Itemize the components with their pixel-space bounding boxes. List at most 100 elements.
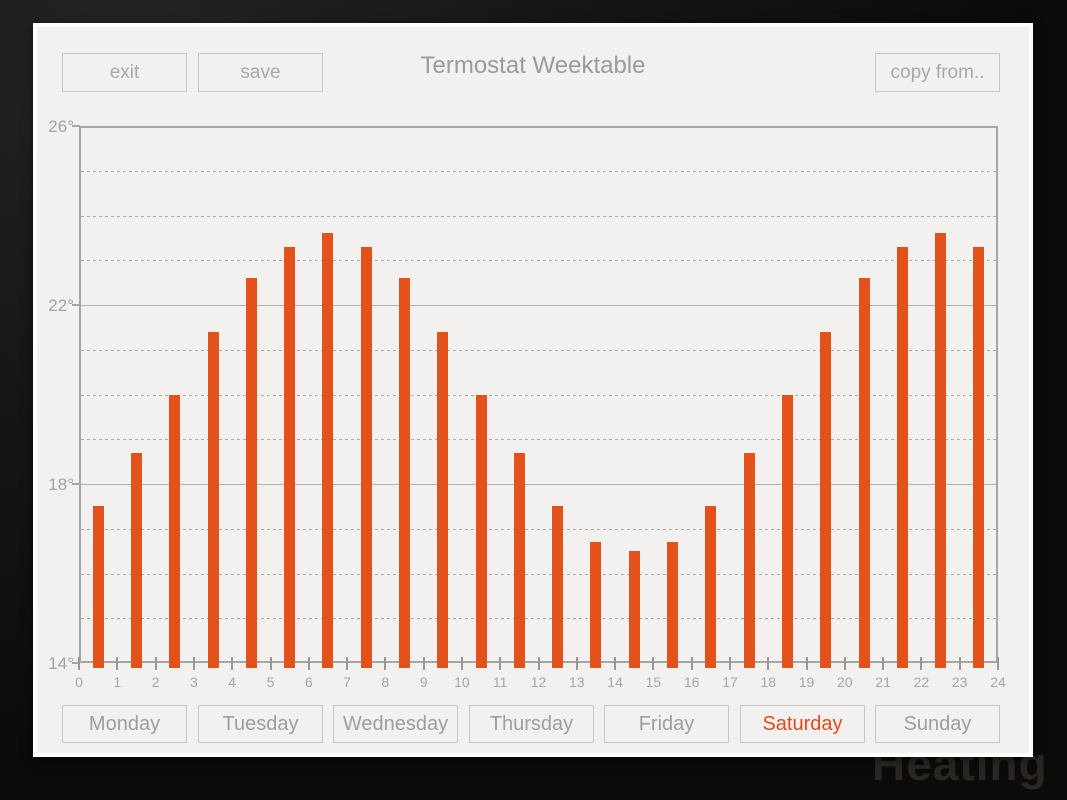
x-axis-tick-24	[997, 657, 999, 670]
x-axis-label-19: 19	[798, 674, 815, 690]
exit-button[interactable]: exit	[62, 53, 187, 92]
x-axis-label-7: 7	[343, 674, 351, 690]
temperature-bar-hour-0[interactable]	[92, 506, 104, 668]
day-tab-monday[interactable]: Monday	[62, 705, 187, 743]
day-tab-sunday[interactable]: Sunday	[875, 705, 1000, 743]
temperature-bar-hour-16[interactable]	[705, 506, 717, 668]
x-axis-label-17: 17	[722, 674, 738, 690]
temperature-bar-hour-18[interactable]	[781, 394, 793, 668]
x-axis-label-0: 0	[75, 674, 83, 690]
y-axis-label-14: 14°	[48, 654, 74, 673]
x-axis-label-23: 23	[951, 674, 968, 690]
x-axis-label-6: 6	[304, 674, 313, 690]
temperature-bar-hour-17[interactable]	[743, 452, 755, 668]
day-tab-tuesday[interactable]: Tuesday	[198, 705, 323, 743]
x-axis-label-13: 13	[569, 674, 585, 690]
x-axis-tick-17	[729, 657, 731, 670]
x-axis-tick-5	[269, 657, 272, 670]
minor-gridline-15	[81, 618, 996, 620]
temperature-bar-hour-12[interactable]	[552, 506, 564, 668]
copy-from-button[interactable]: copy from..	[875, 53, 1000, 92]
minor-gridline-20	[81, 394, 996, 396]
day-tab-friday[interactable]: Friday	[604, 705, 729, 743]
temperature-bar-hour-23[interactable]	[973, 246, 985, 668]
minor-gridline-25	[81, 170, 996, 172]
temperature-bar-hour-11[interactable]	[513, 452, 525, 668]
y-axis-label-22: 22°	[48, 296, 74, 315]
major-gridline-18	[81, 484, 996, 485]
minor-gridline-19	[81, 439, 996, 441]
x-axis-label-22: 22	[913, 674, 930, 690]
x-axis-tick-15	[652, 657, 655, 670]
minor-gridline-17	[81, 528, 996, 530]
temperature-bar-hour-2[interactable]	[169, 394, 181, 668]
x-axis-label-20: 20	[837, 674, 853, 690]
y-axis-tick-14	[72, 662, 80, 664]
temperature-bar-hour-20[interactable]	[858, 278, 870, 668]
x-axis-tick-9	[422, 657, 425, 670]
x-axis-tick-16	[690, 657, 693, 670]
x-axis-label-8: 8	[381, 674, 390, 690]
y-axis-label-26: 26°	[48, 117, 74, 136]
x-axis-tick-21	[882, 657, 885, 670]
x-axis-tick-12	[537, 657, 540, 670]
day-tab-saturday[interactable]: Saturday	[740, 705, 865, 743]
temperature-bar-hour-15[interactable]	[667, 542, 678, 668]
x-axis-tick-19	[805, 657, 808, 670]
temperature-bar-hour-8[interactable]	[399, 278, 410, 668]
x-axis-label-4: 4	[228, 674, 237, 690]
page-title: Termostat Weektable	[420, 52, 646, 79]
x-axis-label-21: 21	[875, 674, 891, 690]
thermostat-weektable-panel: Termostat Weektable exit save copy from.…	[33, 23, 1033, 757]
temperature-bar-hour-22[interactable]	[935, 233, 947, 668]
x-axis-label-14: 14	[607, 674, 623, 690]
x-axis-tick-23	[958, 657, 961, 670]
temperature-bar-hour-19[interactable]	[820, 331, 832, 668]
y-axis-tick-22	[72, 304, 80, 306]
x-axis-tick-4	[231, 657, 234, 670]
temperature-bar-hour-21[interactable]	[896, 246, 908, 668]
minor-gridline-23	[81, 260, 996, 262]
x-axis-tick-20	[843, 657, 846, 670]
x-axis-label-18: 18	[760, 674, 777, 690]
x-axis-tick-11	[499, 657, 502, 670]
x-axis-tick-1	[116, 657, 119, 670]
x-axis-tick-3	[192, 657, 195, 670]
x-axis-label-3: 3	[189, 674, 198, 690]
y-axis-label-18: 18°	[48, 475, 74, 494]
x-axis-label-24: 24	[990, 674, 1006, 690]
x-axis-tick-2	[154, 657, 157, 670]
temperature-bar-hour-1[interactable]	[130, 452, 142, 668]
x-axis-tick-8	[384, 657, 387, 670]
x-axis-tick-18	[767, 657, 770, 670]
x-axis-tick-22	[920, 657, 923, 670]
day-tab-wednesday[interactable]: Wednesday	[333, 705, 458, 743]
temperature-bar-hour-6[interactable]	[322, 233, 334, 668]
temperature-bar-hour-3[interactable]	[207, 331, 219, 668]
y-axis-tick-26	[72, 125, 80, 127]
minor-gridline-24	[81, 215, 996, 217]
y-axis-tick-18	[72, 483, 80, 485]
temperature-bar-hour-9[interactable]	[437, 331, 449, 668]
x-axis-label-2: 2	[151, 674, 160, 690]
x-axis-label-12: 12	[530, 674, 547, 690]
temperature-bar-hour-5[interactable]	[284, 246, 296, 668]
temperature-bar-hour-14[interactable]	[628, 551, 640, 668]
minor-gridline-21	[81, 349, 996, 351]
day-tab-thursday[interactable]: Thursday	[469, 705, 594, 743]
x-axis-label-15: 15	[645, 674, 662, 690]
save-button[interactable]: save	[198, 53, 323, 92]
x-axis-tick-6	[307, 657, 310, 670]
x-axis-label-1: 1	[113, 674, 122, 690]
x-axis-tick-13	[575, 657, 578, 670]
major-gridline-22	[81, 305, 996, 306]
temperature-bar-hour-10[interactable]	[475, 394, 487, 668]
x-axis-tick-7	[346, 657, 348, 670]
x-axis-label-5: 5	[266, 674, 275, 690]
x-axis-tick-0	[78, 657, 80, 670]
minor-gridline-16	[81, 573, 996, 575]
temperature-bar-hour-13[interactable]	[590, 542, 602, 668]
temperature-bar-hour-7[interactable]	[360, 246, 372, 668]
x-axis-tick-10	[460, 657, 463, 670]
temperature-bar-hour-4[interactable]	[245, 278, 257, 668]
